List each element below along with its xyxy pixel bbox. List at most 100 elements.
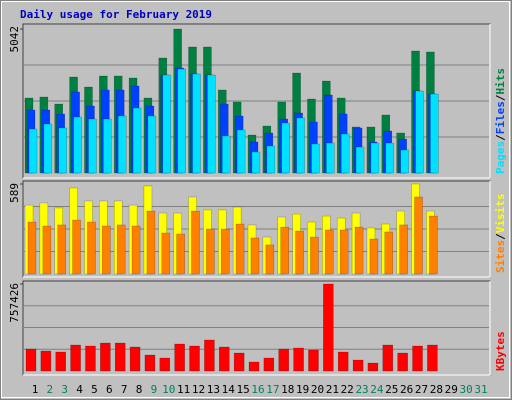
bar xyxy=(57,224,66,275)
bar xyxy=(73,116,82,174)
x-tick-label: 28 xyxy=(430,383,443,396)
bar xyxy=(147,115,157,174)
x-tick-label: 29 xyxy=(445,383,458,396)
bar xyxy=(382,344,394,372)
x-tick-label: 18 xyxy=(281,383,294,396)
bar xyxy=(414,196,423,275)
bar xyxy=(58,127,67,174)
x-tick-label: 4 xyxy=(76,383,83,396)
x-tick-label: 23 xyxy=(355,383,368,396)
x-tick-label: 12 xyxy=(192,383,205,396)
x-tick-label: 16 xyxy=(251,383,264,396)
legend-label: Hits xyxy=(494,68,507,95)
bar xyxy=(100,342,111,372)
bar xyxy=(265,244,275,275)
bar xyxy=(129,346,141,372)
bar xyxy=(177,68,186,174)
bar xyxy=(159,357,171,372)
bar xyxy=(43,123,53,174)
bar xyxy=(40,350,52,372)
bar xyxy=(42,225,52,275)
x-tick-label: 9 xyxy=(151,383,158,396)
x-tick-label: 24 xyxy=(370,383,384,396)
bar xyxy=(325,229,334,275)
bar xyxy=(222,135,231,174)
x-tick-label: 5 xyxy=(91,383,98,396)
bar xyxy=(114,342,126,372)
x-tick-label: 20 xyxy=(311,383,324,396)
bar xyxy=(221,228,230,275)
x-tick-label: 30 xyxy=(460,383,473,396)
bar xyxy=(250,237,260,275)
legend-label: Sites xyxy=(494,240,507,273)
chart-title: Daily usage for February 2019 xyxy=(20,8,212,21)
legend-label: Visits xyxy=(494,194,507,234)
y-tick-label: 589 xyxy=(8,183,21,203)
x-tick-label: 11 xyxy=(177,383,190,396)
bar xyxy=(310,236,319,275)
bar xyxy=(296,117,305,174)
bar xyxy=(161,232,171,275)
x-tick-label: 17 xyxy=(266,383,279,396)
legend-label: Pages xyxy=(494,141,507,174)
bar xyxy=(103,118,112,174)
bar xyxy=(144,354,156,372)
bar xyxy=(412,345,423,372)
bar xyxy=(311,143,320,174)
bar xyxy=(87,221,96,275)
bar xyxy=(132,107,142,174)
bar xyxy=(146,210,156,275)
bar xyxy=(88,118,97,174)
bar xyxy=(162,74,172,174)
bar xyxy=(266,145,276,174)
bar xyxy=(248,361,260,372)
bar xyxy=(219,346,230,372)
x-tick-label: 31 xyxy=(474,383,487,396)
bar xyxy=(235,223,245,275)
bar xyxy=(430,93,439,174)
bar xyxy=(367,362,379,372)
bar xyxy=(102,225,111,275)
bar xyxy=(25,348,37,372)
x-tick-label: 13 xyxy=(207,383,220,396)
bar xyxy=(339,229,349,275)
bar xyxy=(308,349,319,372)
legend-separator: / xyxy=(494,233,507,240)
x-tick-label: 19 xyxy=(296,383,309,396)
bar xyxy=(293,347,304,372)
bar xyxy=(263,357,275,372)
bar xyxy=(399,224,408,275)
bar xyxy=(176,233,185,275)
bar xyxy=(117,115,127,174)
x-tick-label: 8 xyxy=(136,383,143,396)
bar xyxy=(28,128,38,174)
bar xyxy=(278,348,289,372)
x-tick-label: 7 xyxy=(121,383,128,396)
bar xyxy=(415,90,424,174)
bar xyxy=(281,122,290,174)
bar xyxy=(191,210,200,275)
bar xyxy=(192,73,201,174)
bar xyxy=(207,74,216,174)
bar xyxy=(85,345,96,372)
bar xyxy=(397,352,408,372)
x-tick-label: 26 xyxy=(400,383,413,396)
bar xyxy=(427,344,438,372)
bar xyxy=(27,221,37,275)
bar xyxy=(206,228,215,275)
bar xyxy=(337,351,349,372)
bar xyxy=(233,352,245,372)
y-tick-label: 757426 xyxy=(8,283,21,323)
x-tick-label: 27 xyxy=(415,383,428,396)
x-tick-label: 14 xyxy=(222,383,236,396)
bar xyxy=(326,142,335,174)
legend: Pages/Files/Hits xyxy=(494,68,507,174)
legend-separator: / xyxy=(494,94,507,101)
bar xyxy=(251,151,261,174)
bar xyxy=(323,283,334,372)
y-tick-label: 5042 xyxy=(8,26,21,53)
bar xyxy=(355,146,365,174)
